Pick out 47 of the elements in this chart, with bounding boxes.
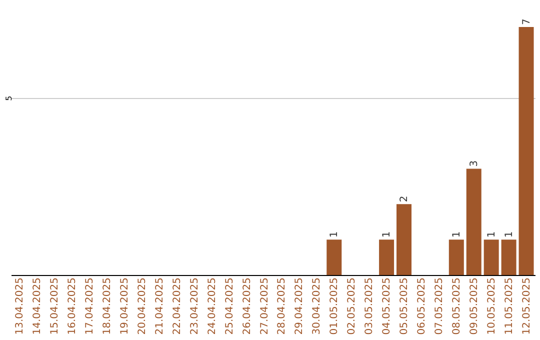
data-label: 1 — [504, 231, 515, 238]
data-label: 1 — [382, 231, 393, 238]
x-tick-label: 18.04.2025 — [102, 278, 114, 335]
data-label: 1 — [451, 231, 462, 238]
x-tick-label: 01.05.2025 — [329, 278, 340, 335]
x-tick-label: 27.04.2025 — [259, 278, 270, 335]
x-tick-label: 20.04.2025 — [137, 278, 148, 335]
x-tick-label: 15.04.2025 — [50, 278, 61, 335]
x-tick-label: 03.05.2025 — [364, 278, 376, 335]
bar — [466, 168, 482, 275]
data-label: 1 — [329, 231, 340, 238]
x-tick-label: 07.05.2025 — [434, 278, 445, 335]
x-tick-label: 17.04.2025 — [84, 278, 96, 335]
bar — [379, 240, 394, 275]
x-tick-label: 05.05.2025 — [399, 278, 410, 335]
x-tick-label: 23.04.2025 — [189, 278, 200, 335]
bar — [484, 240, 499, 275]
y-tick-label: 5 — [4, 96, 14, 101]
x-tick-label: 30.04.2025 — [312, 278, 323, 335]
x-tick-label: 24.04.2025 — [206, 278, 218, 335]
bar — [326, 240, 342, 275]
x-tick-label: 11.05.2025 — [504, 278, 515, 335]
bar — [448, 240, 464, 275]
x-tick-label: 02.05.2025 — [346, 278, 358, 335]
x-tick-label: 25.04.2025 — [224, 278, 236, 335]
x-tick-label: 19.04.2025 — [120, 278, 131, 335]
x-tick-label: 22.04.2025 — [172, 278, 183, 335]
x-tick-label: 28.04.2025 — [276, 278, 288, 335]
bar — [396, 204, 412, 275]
data-label: 3 — [468, 160, 480, 167]
x-tick-label: 09.05.2025 — [468, 278, 480, 335]
data-label: 2 — [399, 196, 410, 202]
data-label: 7 — [521, 18, 532, 25]
x-tick-label: 08.05.2025 — [451, 278, 462, 335]
x-tick-label: 10.05.2025 — [486, 278, 498, 335]
x-tick-label: 04.05.2025 — [382, 278, 393, 335]
x-tick-label: 13.04.2025 — [14, 278, 26, 335]
data-label: 1 — [486, 231, 498, 238]
x-tick-label: 21.04.2025 — [154, 278, 166, 335]
x-tick-label: 06.05.2025 — [416, 278, 428, 335]
x-tick-label: 16.04.2025 — [67, 278, 78, 335]
bar — [518, 27, 534, 275]
x-tick-label: 26.04.2025 — [242, 278, 253, 335]
x-tick-label: 12.05.2025 — [521, 278, 532, 335]
x-tick-label: 29.04.2025 — [294, 278, 306, 335]
x-tick-label: 14.04.2025 — [32, 278, 44, 335]
bar — [501, 240, 516, 275]
